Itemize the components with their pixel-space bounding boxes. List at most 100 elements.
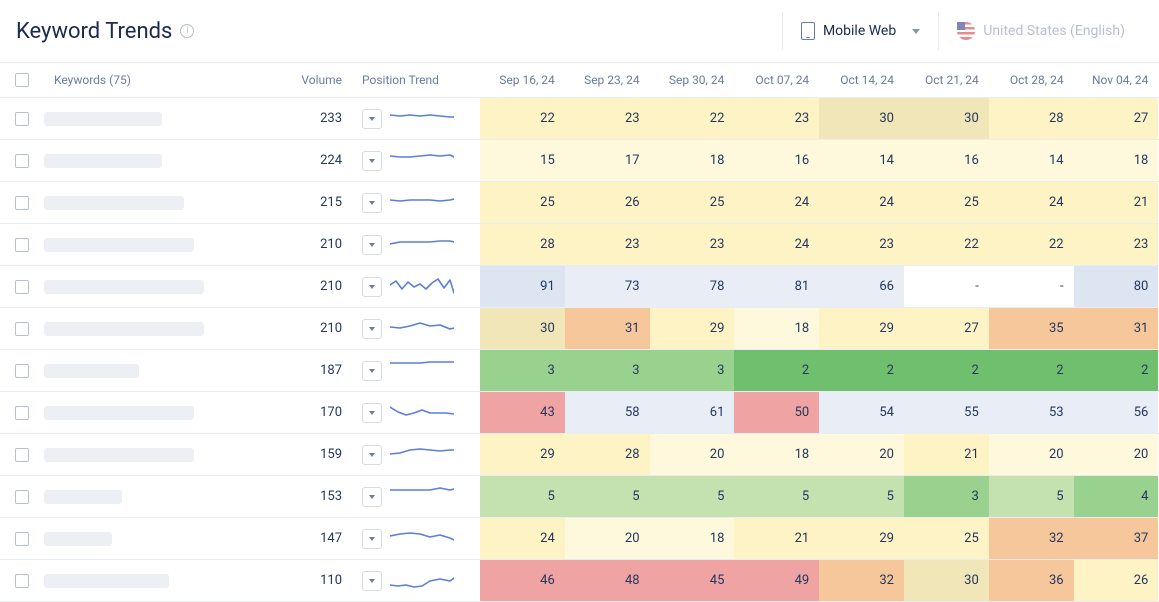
position-cell: 31 (1074, 308, 1159, 349)
th-position-trend[interactable]: Position Trend (352, 63, 480, 97)
expand-row-button[interactable] (362, 361, 382, 381)
position-cell: 28 (989, 98, 1074, 139)
chevron-down-icon (369, 243, 375, 247)
th-date-5[interactable]: Oct 21, 24 (904, 63, 989, 97)
trend-cell (352, 140, 480, 181)
expand-row-button[interactable] (362, 235, 382, 255)
keyword-cell[interactable] (44, 224, 270, 265)
th-date-2[interactable]: Sep 30, 24 (650, 63, 735, 97)
row-checkbox-cell (0, 224, 44, 265)
position-cell: 46 (480, 560, 565, 601)
position-cell: 2 (989, 350, 1074, 391)
row-checkbox[interactable] (15, 154, 29, 168)
keyword-cell[interactable] (44, 182, 270, 223)
th-date-1[interactable]: Sep 23, 24 (565, 63, 650, 97)
header-bar: Keyword Trends i Mobile Web United State… (0, 0, 1159, 63)
position-cell: 3 (904, 476, 989, 517)
row-checkbox-cell (0, 476, 44, 517)
row-checkbox[interactable] (15, 280, 29, 294)
row-checkbox[interactable] (15, 196, 29, 210)
th-date-7[interactable]: Nov 04, 24 (1074, 63, 1159, 97)
country-selector[interactable]: United States (English) (938, 12, 1143, 50)
th-date-0[interactable]: Sep 16, 24 (480, 63, 565, 97)
position-cell: 18 (734, 434, 819, 475)
position-cell: 30 (819, 98, 904, 139)
row-checkbox[interactable] (15, 322, 29, 336)
position-cell: 5 (650, 476, 735, 517)
row-checkbox[interactable] (15, 112, 29, 126)
mobile-icon (801, 22, 815, 40)
select-all-checkbox[interactable] (15, 73, 29, 87)
position-cell: 23 (1074, 224, 1159, 265)
row-checkbox[interactable] (15, 532, 29, 546)
volume-cell: 224 (270, 140, 352, 181)
volume-cell: 147 (270, 518, 352, 559)
keyword-cell[interactable] (44, 476, 270, 517)
expand-row-button[interactable] (362, 487, 382, 507)
position-cell: 5 (734, 476, 819, 517)
row-checkbox-cell (0, 308, 44, 349)
row-checkbox[interactable] (15, 574, 29, 588)
keyword-cell[interactable] (44, 518, 270, 559)
row-checkbox[interactable] (15, 490, 29, 504)
row-checkbox[interactable] (15, 448, 29, 462)
position-cell: 17 (565, 140, 650, 181)
keyword-cell[interactable] (44, 308, 270, 349)
title-wrap: Keyword Trends i (16, 19, 194, 44)
expand-row-button[interactable] (362, 193, 382, 213)
sparkline (390, 191, 454, 215)
expand-row-button[interactable] (362, 277, 382, 297)
position-cell: 24 (989, 182, 1074, 223)
expand-row-button[interactable] (362, 109, 382, 129)
position-cell: 26 (565, 182, 650, 223)
position-cell: 21 (1074, 182, 1159, 223)
position-cell: 2 (734, 350, 819, 391)
trend-cell (352, 434, 480, 475)
position-cell: 16 (904, 140, 989, 181)
position-cell: 36 (989, 560, 1074, 601)
th-date-6[interactable]: Oct 28, 24 (989, 63, 1074, 97)
th-date-3[interactable]: Oct 07, 24 (734, 63, 819, 97)
info-icon[interactable]: i (180, 24, 194, 38)
device-selector[interactable]: Mobile Web (782, 12, 938, 50)
row-checkbox[interactable] (15, 406, 29, 420)
chevron-down-icon (369, 579, 375, 583)
keyword-cell[interactable] (44, 140, 270, 181)
position-cell: 20 (819, 434, 904, 475)
trend-cell (352, 476, 480, 517)
expand-row-button[interactable] (362, 319, 382, 339)
position-cell: 3 (480, 350, 565, 391)
position-cell: 28 (565, 434, 650, 475)
keyword-cell[interactable] (44, 392, 270, 433)
position-cell: 24 (734, 224, 819, 265)
keyword-cell[interactable] (44, 434, 270, 475)
chevron-down-icon (369, 159, 375, 163)
sparkline (390, 443, 454, 467)
keyword-cell[interactable] (44, 350, 270, 391)
sparkline (390, 317, 454, 341)
keyword-cell[interactable] (44, 266, 270, 307)
position-cell: 20 (650, 434, 735, 475)
th-date-4[interactable]: Oct 14, 24 (819, 63, 904, 97)
row-checkbox[interactable] (15, 364, 29, 378)
expand-row-button[interactable] (362, 403, 382, 423)
position-cell: 24 (480, 518, 565, 559)
position-cell: 73 (565, 266, 650, 307)
expand-row-button[interactable] (362, 445, 382, 465)
expand-row-button[interactable] (362, 151, 382, 171)
keyword-cell[interactable] (44, 560, 270, 601)
row-checkbox[interactable] (15, 238, 29, 252)
th-volume[interactable]: Volume (270, 63, 352, 97)
expand-row-button[interactable] (362, 571, 382, 591)
position-cell: 80 (1074, 266, 1159, 307)
position-cell: 22 (650, 98, 735, 139)
trend-cell (352, 98, 480, 139)
expand-row-button[interactable] (362, 529, 382, 549)
th-keywords[interactable]: Keywords (75) (44, 63, 270, 97)
volume-cell: 210 (270, 224, 352, 265)
keyword-blurred (44, 364, 139, 378)
sparkline (390, 275, 454, 299)
keyword-cell[interactable] (44, 98, 270, 139)
position-cell: 4 (1074, 476, 1159, 517)
position-cell: 18 (650, 518, 735, 559)
